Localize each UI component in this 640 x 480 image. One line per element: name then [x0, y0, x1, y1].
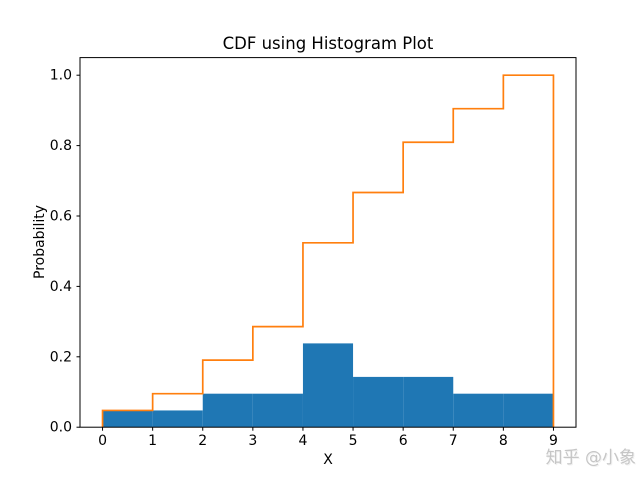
- y-tick-label: 0.4: [50, 279, 72, 295]
- x-tick-label: 0: [98, 433, 107, 449]
- watermark-text: 知乎 @小象: [545, 448, 636, 468]
- x-tick-label: 9: [549, 433, 558, 449]
- y-tick-label: 0.2: [50, 349, 72, 365]
- cdf-line: [101, 74, 555, 428]
- pdf-bar: [503, 393, 554, 428]
- x-tick-label: 3: [248, 433, 257, 449]
- pdf-bar: [102, 410, 153, 428]
- axes-spines: [79, 57, 577, 428]
- y-tick-label: 0.0: [50, 420, 72, 436]
- x-tick-label: 5: [349, 433, 358, 449]
- x-tick-label: 7: [449, 433, 458, 449]
- y-tick-label: 1.0: [50, 68, 72, 84]
- x-tick-label: 6: [399, 433, 408, 449]
- x-tick-label: 2: [198, 433, 207, 449]
- y-axis-label: Probability: [32, 204, 48, 280]
- x-tick-label: 8: [499, 433, 508, 449]
- x-tick-label: 1: [148, 433, 157, 449]
- pdf-bar: [453, 393, 504, 428]
- pdf-bar: [302, 343, 354, 428]
- y-tick-label: 0.8: [50, 138, 72, 154]
- pdf-bar: [403, 376, 454, 428]
- x-axis-label: X: [323, 452, 333, 468]
- y-tick-label: 0.6: [50, 209, 72, 225]
- chart-title: CDF using Histogram Plot: [222, 34, 434, 53]
- pdf-bar: [152, 410, 203, 428]
- pdf-bar: [252, 393, 303, 428]
- pdf-bar: [202, 393, 253, 428]
- x-tick-label: 4: [298, 433, 307, 449]
- pdf-bar: [353, 376, 404, 428]
